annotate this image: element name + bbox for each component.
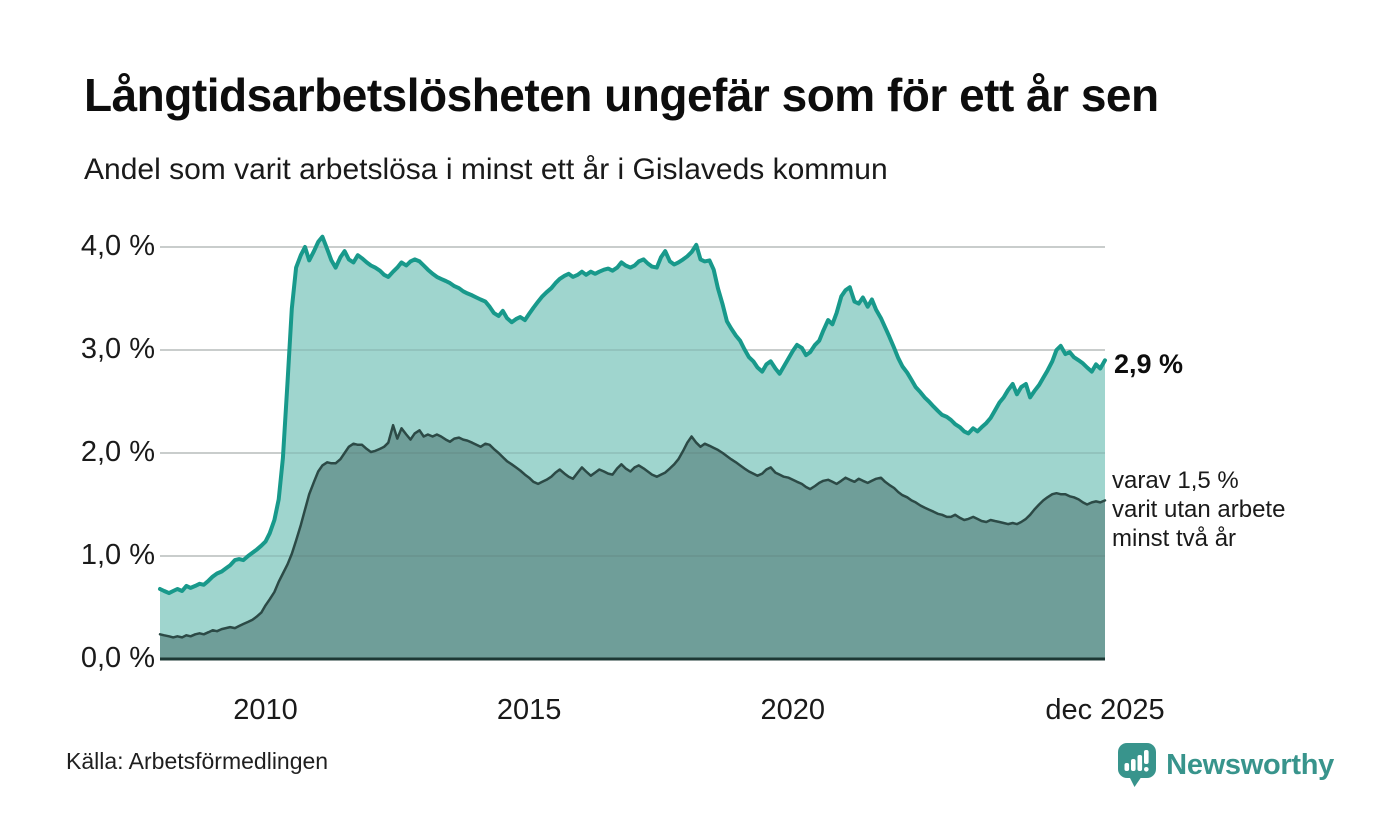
newsworthy-logo-icon — [1117, 742, 1157, 788]
x-tick-label: 2010 — [233, 694, 298, 726]
newsworthy-brand-text: Newsworthy — [1166, 748, 1334, 781]
y-tick-label: 0,0 % — [80, 642, 155, 674]
x-tick-label: dec 2025 — [1045, 694, 1165, 726]
y-tick-label: 2,0 % — [80, 436, 155, 468]
x-tick-label: 2015 — [496, 694, 562, 726]
y-tick-label: 4,0 % — [80, 230, 155, 262]
latest-value-label: 2,9 % — [1114, 349, 1184, 379]
y-tick-label: 3,0 % — [80, 333, 155, 365]
secondary-series-note: varav 1,5 % varit utan arbete minst två … — [1112, 466, 1285, 553]
note-line-3: minst två år — [1112, 525, 1237, 552]
source-attribution: Källa: Arbetsförmedlingen — [66, 748, 329, 774]
page-title: Långtidsarbetslösheten ungefär som för e… — [84, 69, 1159, 121]
note-line-2: varit utan arbete — [1112, 496, 1286, 523]
y-tick-label: 1,0 % — [80, 539, 155, 571]
chart-subtitle: Andel som varit arbetslösa i minst ett å… — [84, 153, 888, 186]
newsworthy-brand: Newsworthy — [1117, 742, 1334, 788]
x-tick-label: 2020 — [760, 694, 826, 726]
note-line-1: varav 1,5 % — [1112, 467, 1239, 494]
